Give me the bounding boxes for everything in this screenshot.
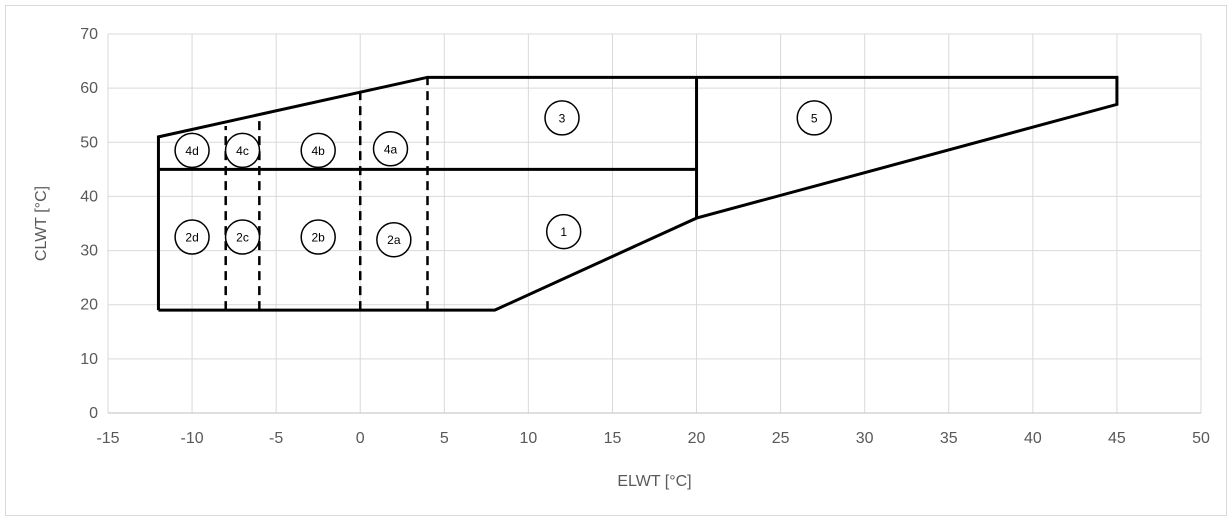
y-tick-label: 0	[89, 405, 98, 422]
zone-4a: 4a	[372, 131, 409, 167]
zone-labels: 4d 4c 4b 4a 3 5 2d 2c 2b 2a 1	[174, 100, 832, 258]
x-axis-title: ELWT [°C]	[617, 473, 691, 490]
zone-marker	[300, 132, 336, 169]
zone-2b: 2b	[300, 219, 336, 255]
zone-5: 5	[796, 100, 832, 136]
x-tick-label: 50	[1192, 430, 1210, 447]
zone-label: 5	[811, 111, 818, 125]
x-tick-label: -5	[269, 430, 283, 447]
zone-marker	[300, 219, 336, 255]
y-axis-title: CLWT [°C]	[33, 186, 50, 261]
x-tick-label: 45	[1108, 430, 1126, 447]
x-tick-label: 15	[604, 430, 622, 447]
zone-4c: 4c	[224, 132, 261, 169]
zone-2a: 2a	[376, 221, 412, 258]
y-tick-label: 10	[80, 351, 98, 368]
zone-label: 3	[559, 111, 566, 125]
y-tick-label: 50	[80, 134, 98, 151]
zone-label: 1	[560, 225, 567, 239]
zone-marker	[544, 100, 580, 136]
zone-label: 4a	[384, 142, 398, 156]
envelope-outline	[156, 75, 1119, 312]
x-tick-label: 5	[440, 430, 449, 447]
y-tick-label: 60	[80, 80, 98, 97]
chart-frame: 0 10 20 30 40 50 60 70 -15 -10 -5 0 5 10 15 20 25 30 35 40 4…	[5, 5, 1227, 516]
envelope-lines	[156, 75, 1119, 312]
x-tick-label: -10	[181, 430, 204, 447]
zone-label: 2d	[185, 231, 198, 245]
zone-1: 1	[545, 213, 582, 250]
zone-marker	[224, 219, 261, 255]
y-tick-label: 40	[80, 188, 98, 205]
x-tick-label: -15	[96, 430, 119, 447]
zone-2c: 2c	[224, 219, 261, 255]
zone-label: 4d	[185, 144, 198, 158]
zone-label: 4c	[236, 144, 249, 158]
y-tick-label: 70	[80, 26, 98, 43]
x-tick-label: 30	[856, 430, 874, 447]
zone-marker	[545, 213, 582, 250]
x-tick-label: 0	[356, 430, 365, 447]
y-tick-label: 20	[80, 297, 98, 314]
zone-marker	[796, 100, 832, 136]
zone-label: 2b	[312, 231, 326, 245]
zone-marker	[372, 131, 409, 167]
zone-3: 3	[544, 100, 580, 136]
y-tick-label: 30	[80, 243, 98, 260]
x-tick-label: 25	[772, 430, 790, 447]
x-tick-label: 20	[688, 430, 706, 447]
x-tick-label: 10	[519, 430, 537, 447]
zone-label: 2a	[387, 233, 401, 247]
x-tick-label: 35	[940, 430, 958, 447]
zone-marker	[224, 132, 261, 169]
zone-4b: 4b	[300, 132, 336, 169]
zone-marker	[376, 221, 412, 258]
zone-label: 2c	[236, 231, 249, 245]
zone-label: 4b	[312, 144, 326, 158]
zone-2d: 2d	[174, 219, 210, 255]
zone-marker	[174, 132, 210, 169]
zone-marker	[174, 219, 210, 255]
x-tick-label: 40	[1024, 430, 1042, 447]
zone-4d: 4d	[174, 132, 210, 169]
gridlines	[107, 33, 1202, 414]
